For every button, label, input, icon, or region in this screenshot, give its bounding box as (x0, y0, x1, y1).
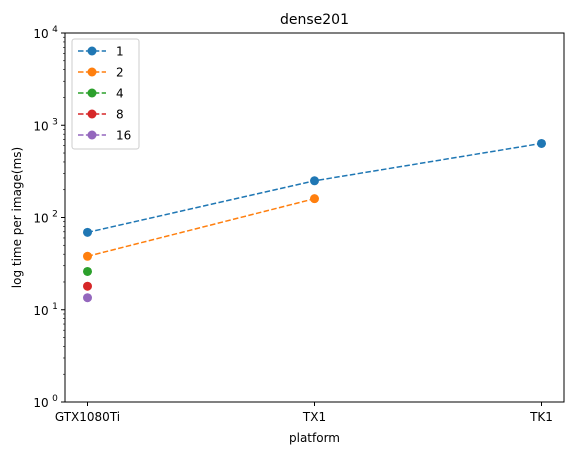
legend-box (71, 38, 140, 150)
legend-marker-1 (87, 46, 97, 56)
data-point-series-1 (537, 138, 546, 148)
legend-marker-16 (87, 130, 97, 140)
data-point-series-2 (83, 251, 92, 261)
data-point-series-4 (83, 266, 92, 276)
y-tick-label: 10 (33, 27, 48, 41)
y-tick-exponent: 2 (52, 210, 58, 220)
x-axis-label: platform (289, 431, 340, 445)
legend-marker-8 (87, 109, 97, 119)
legend-label-16: 16 (116, 129, 131, 143)
x-tick-label: TK1 (529, 410, 553, 424)
data-point-series-1 (83, 227, 92, 237)
chart-title: dense201 (280, 12, 349, 28)
legend-marker-2 (87, 67, 97, 77)
data-point-series-8 (83, 281, 92, 291)
legend-label-4: 4 (116, 87, 124, 101)
legend-label-1: 1 (116, 45, 124, 59)
y-tick-label: 10 (33, 212, 48, 226)
x-tick-label: GTX1080Ti (55, 410, 120, 424)
y-tick-exponent: 4 (52, 25, 58, 35)
legend-label-2: 2 (116, 66, 124, 80)
y-tick-exponent: 1 (52, 302, 58, 312)
legend-label-8: 8 (116, 108, 124, 122)
data-point-series-1 (310, 176, 319, 186)
legend: 1 2 4 8 16 (71, 38, 140, 150)
data-point-series-16 (83, 293, 92, 303)
y-tick-exponent: 0 (52, 394, 58, 404)
y-tick-label: 10 (33, 119, 48, 133)
x-tick-label: TX1 (302, 410, 326, 424)
y-axis-label: log time per image(ms) (10, 147, 24, 288)
y-tick-exponent: 3 (52, 117, 58, 127)
legend-marker-4 (87, 88, 97, 98)
y-tick-label: 10 (33, 396, 48, 410)
y-tick-label: 10 (33, 304, 48, 318)
data-point-series-2 (310, 194, 319, 204)
